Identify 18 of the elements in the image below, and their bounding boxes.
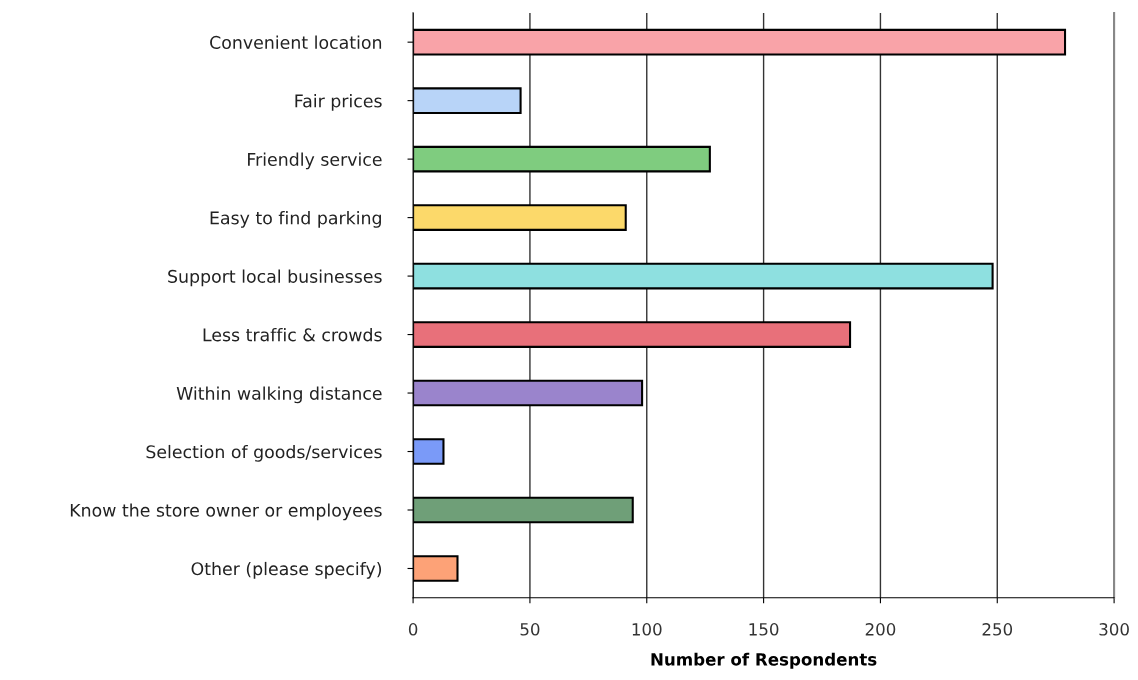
y-tick-label: Fair prices [295, 94, 382, 111]
y-tick-label: Convenient location [210, 35, 382, 49]
y-tick-label: Within walking distance [176, 386, 382, 404]
x-tick-label: 50 [520, 623, 540, 636]
x-tick-label: 0 [408, 623, 418, 636]
x-tick-label: 100 [632, 623, 662, 636]
y-tick-label: Friendly service [248, 152, 382, 170]
y-tick-label: Support local businesses [168, 269, 382, 287]
y-tick-label: Selection of goods/services [146, 444, 382, 462]
x-axis-title: Number of Respondents [651, 652, 877, 669]
x-tick-label: 250 [982, 623, 1013, 636]
x-tick-label: 300 [1099, 623, 1129, 636]
x-tick-label: 200 [865, 623, 896, 636]
y-tick-label: Other (please specify) [191, 561, 382, 579]
y-tick-label: Know the store owner or employees [70, 503, 382, 521]
y-tick-label: Easy to find parking [210, 211, 381, 228]
x-tick-label: 150 [749, 623, 779, 636]
y-tick-label: Less traffic & crowds [203, 327, 382, 342]
